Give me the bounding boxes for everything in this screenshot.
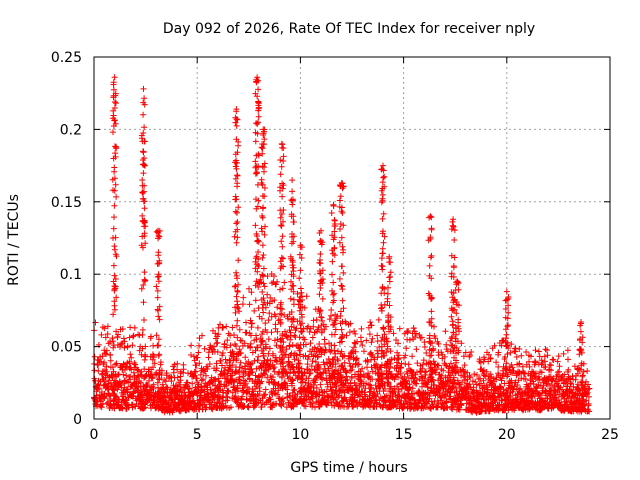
grid-lines xyxy=(94,57,610,419)
data-point-marker-group xyxy=(224,325,298,411)
y-axis-label: ROTI / TECUs xyxy=(6,194,22,286)
y-tick-label: 0.25 xyxy=(51,50,82,66)
y-tick-label: 0 xyxy=(73,412,82,428)
y-tick-labels: 0 0.05 0.1 0.15 0.2 0.25 xyxy=(51,50,82,428)
plot-frame xyxy=(93,56,611,420)
data-point-marker-group xyxy=(328,162,586,392)
x-tick-label: 10 xyxy=(291,427,309,443)
data-point-marker-group xyxy=(421,358,494,416)
data-point-marker-group xyxy=(157,356,231,416)
chart-title: Day 092 of 2026, Rate Of TEC Index for r… xyxy=(163,21,535,37)
y-tick-label: 0.05 xyxy=(51,340,82,356)
data-series xyxy=(91,74,593,416)
axis-ticks xyxy=(93,56,611,420)
x-tick-label: 5 xyxy=(193,427,202,443)
y-tick-label: 0.1 xyxy=(60,267,82,283)
x-tick-labels: 0 5 10 15 20 25 xyxy=(90,427,619,443)
x-axis-label: GPS time / hours xyxy=(290,460,407,476)
y-tick-label: 0.15 xyxy=(51,195,82,211)
x-tick-label: 15 xyxy=(395,427,413,443)
x-tick-label: 20 xyxy=(498,427,516,443)
data-point-marker-group xyxy=(138,74,338,391)
data-point-marker-group xyxy=(355,351,427,412)
data-point-marker-group xyxy=(92,74,591,391)
x-tick-label: 25 xyxy=(601,427,619,443)
y-tick-label: 0.2 xyxy=(60,122,82,138)
data-point-marker-group xyxy=(487,366,560,414)
x-tick-label: 0 xyxy=(90,427,99,443)
